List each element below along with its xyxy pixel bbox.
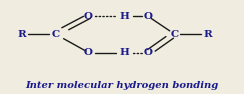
Text: O: O xyxy=(84,48,93,57)
Text: R: R xyxy=(18,30,26,39)
Text: R: R xyxy=(203,30,212,39)
Text: H: H xyxy=(120,12,129,21)
Text: O: O xyxy=(144,48,153,57)
Text: O: O xyxy=(144,12,153,21)
Text: C: C xyxy=(170,30,179,39)
Text: Inter molecular hydrogen bonding: Inter molecular hydrogen bonding xyxy=(25,81,219,90)
Text: O: O xyxy=(84,12,93,21)
Text: H: H xyxy=(120,48,129,57)
Text: C: C xyxy=(51,30,59,39)
